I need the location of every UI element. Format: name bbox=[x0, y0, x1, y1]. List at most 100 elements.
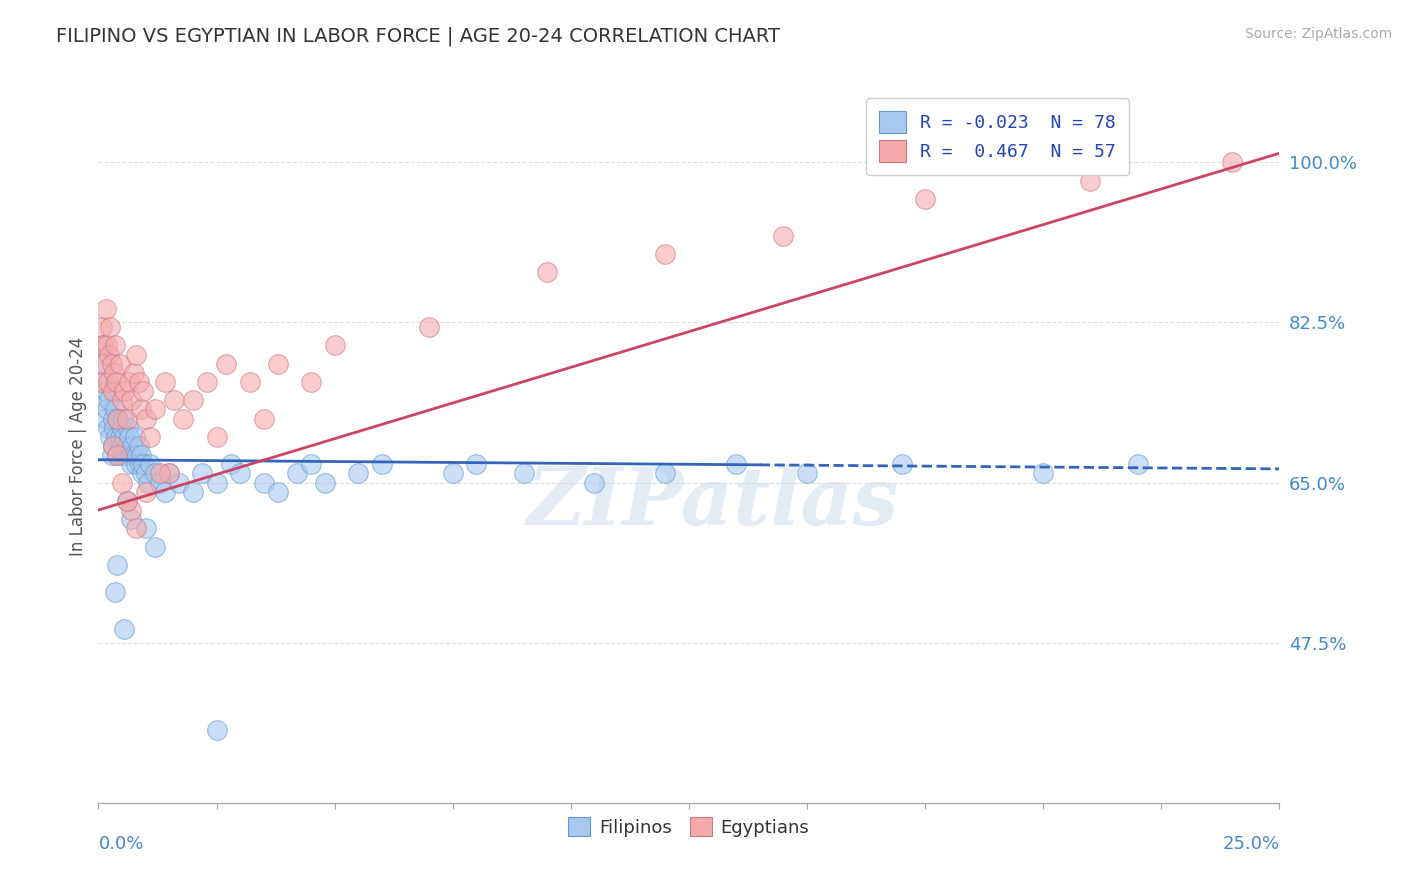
Point bbox=[253, 475, 276, 490]
Point bbox=[129, 448, 152, 462]
Point bbox=[104, 585, 127, 599]
Point bbox=[131, 467, 153, 481]
Point bbox=[105, 430, 128, 444]
Point bbox=[143, 540, 166, 554]
Point bbox=[105, 558, 128, 572]
Point bbox=[135, 484, 157, 499]
Point bbox=[143, 402, 166, 417]
Text: 0.0%: 0.0% bbox=[98, 835, 143, 853]
Point bbox=[149, 467, 172, 481]
Point bbox=[122, 448, 145, 462]
Point bbox=[725, 458, 748, 472]
Point bbox=[139, 458, 162, 472]
Point bbox=[118, 430, 141, 444]
Point bbox=[149, 475, 172, 490]
Point bbox=[267, 484, 290, 499]
Point bbox=[143, 467, 166, 481]
Point bbox=[117, 420, 139, 434]
Point bbox=[371, 458, 394, 472]
Point bbox=[253, 411, 276, 425]
Point bbox=[127, 448, 149, 462]
Point bbox=[136, 475, 159, 490]
Point bbox=[1080, 174, 1102, 188]
Point bbox=[129, 402, 152, 417]
Point bbox=[465, 458, 488, 472]
Point bbox=[97, 375, 120, 389]
Point bbox=[121, 512, 143, 526]
Point bbox=[128, 439, 150, 453]
Point bbox=[285, 467, 308, 481]
Point bbox=[121, 393, 143, 408]
Point bbox=[299, 458, 322, 472]
Point bbox=[120, 448, 142, 462]
Point bbox=[163, 393, 186, 408]
Point bbox=[115, 439, 138, 453]
Point bbox=[112, 622, 135, 636]
Point bbox=[153, 484, 176, 499]
Point bbox=[1126, 458, 1149, 472]
Point bbox=[121, 458, 143, 472]
Point bbox=[94, 301, 117, 316]
Point bbox=[101, 439, 124, 453]
Point bbox=[111, 393, 134, 408]
Point bbox=[97, 393, 120, 408]
Point bbox=[91, 320, 114, 334]
Point bbox=[96, 402, 118, 417]
Point bbox=[121, 503, 143, 517]
Point bbox=[323, 338, 346, 352]
Point bbox=[536, 265, 558, 279]
Point bbox=[181, 484, 204, 499]
Point bbox=[111, 420, 134, 434]
Point bbox=[125, 458, 148, 472]
Point bbox=[111, 411, 134, 425]
Point bbox=[1032, 467, 1054, 481]
Point bbox=[112, 384, 135, 398]
Point bbox=[114, 448, 136, 462]
Point bbox=[654, 467, 676, 481]
Point bbox=[132, 384, 155, 398]
Point bbox=[219, 458, 242, 472]
Point bbox=[105, 411, 128, 425]
Point bbox=[122, 366, 145, 380]
Point bbox=[205, 430, 228, 444]
Point bbox=[205, 723, 228, 737]
Point bbox=[583, 475, 606, 490]
Text: FILIPINO VS EGYPTIAN IN LABOR FORCE | AGE 20-24 CORRELATION CHART: FILIPINO VS EGYPTIAN IN LABOR FORCE | AG… bbox=[56, 27, 780, 46]
Point bbox=[111, 448, 134, 462]
Point bbox=[90, 357, 112, 371]
Point bbox=[347, 467, 370, 481]
Point bbox=[128, 375, 150, 389]
Point bbox=[512, 467, 534, 481]
Point bbox=[654, 247, 676, 261]
Point bbox=[103, 366, 125, 380]
Point bbox=[1220, 155, 1243, 169]
Point bbox=[115, 494, 138, 508]
Point bbox=[418, 320, 440, 334]
Point bbox=[104, 338, 127, 352]
Point bbox=[772, 228, 794, 243]
Point bbox=[132, 458, 155, 472]
Point bbox=[93, 357, 115, 371]
Point bbox=[100, 357, 122, 371]
Point bbox=[101, 411, 124, 425]
Point bbox=[98, 430, 121, 444]
Legend: Filipinos, Egyptians: Filipinos, Egyptians bbox=[561, 810, 817, 844]
Point bbox=[139, 430, 162, 444]
Point bbox=[181, 393, 204, 408]
Point bbox=[94, 411, 117, 425]
Point bbox=[115, 411, 138, 425]
Point bbox=[135, 467, 157, 481]
Point bbox=[118, 375, 141, 389]
Point bbox=[890, 458, 912, 472]
Point bbox=[914, 192, 936, 206]
Point bbox=[100, 448, 122, 462]
Point bbox=[91, 338, 114, 352]
Point bbox=[112, 430, 135, 444]
Point bbox=[96, 338, 118, 352]
Point bbox=[239, 375, 262, 389]
Point bbox=[314, 475, 336, 490]
Point bbox=[441, 467, 464, 481]
Point bbox=[796, 467, 818, 481]
Point bbox=[103, 420, 125, 434]
Point bbox=[205, 475, 228, 490]
